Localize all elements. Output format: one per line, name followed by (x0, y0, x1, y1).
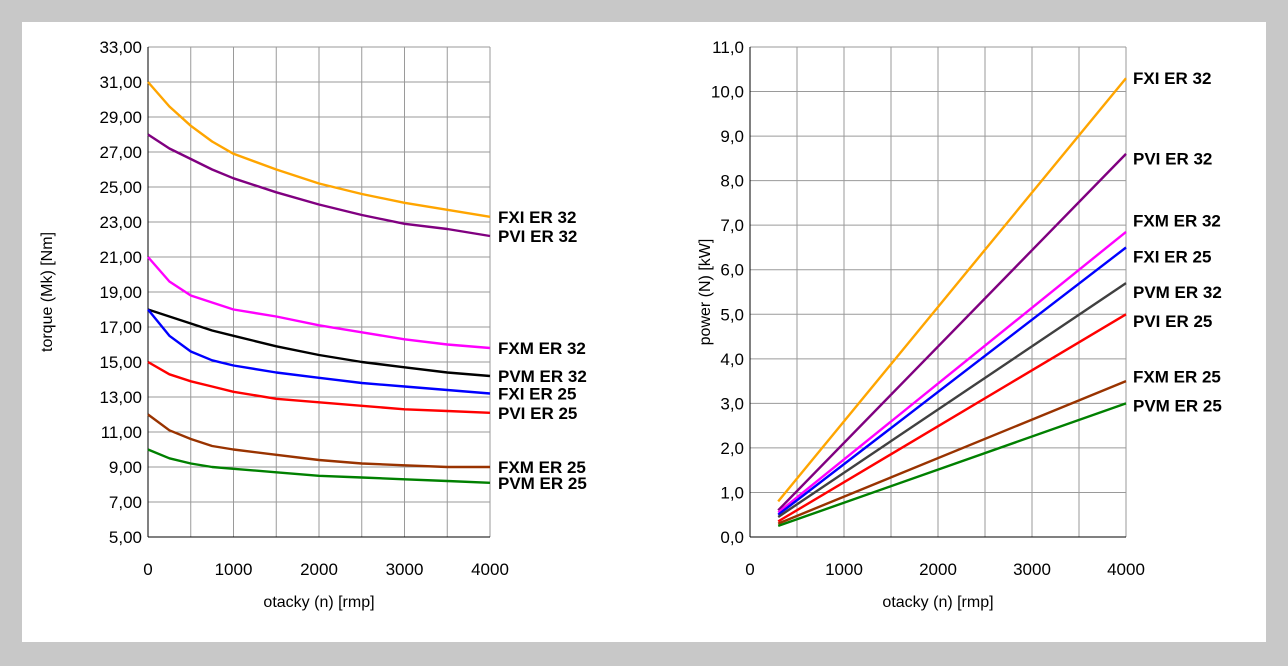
series-label: PVM ER 25 (498, 474, 587, 493)
y-axis-title: power (N) [kW] (697, 239, 714, 346)
y-tick-label: 9,00 (109, 458, 142, 477)
series-label: FXI ER 25 (498, 385, 576, 404)
series-label: PVI ER 25 (1133, 312, 1212, 331)
gridlines (147, 46, 491, 538)
y-tick-label: 29,00 (99, 108, 142, 127)
x-tick-label: 2000 (300, 560, 338, 579)
series-line (777, 313, 1127, 523)
series-label: FXI ER 25 (1133, 247, 1211, 266)
series-line (777, 153, 1127, 512)
series-label: PVI ER 32 (498, 227, 577, 246)
y-tick-label: 0,0 (720, 528, 744, 547)
series-line (777, 77, 1127, 503)
series-group: FXI ER 32 PVI ER 32 FXM ER 32 FXI ER 25 PVM … (777, 69, 1222, 528)
x-axis-title: otacky (n) [rmp] (882, 594, 993, 611)
series-label: FXI ER 32 (498, 208, 576, 227)
y-tick-label: 17,00 (99, 318, 142, 337)
y-tick-label: 5,0 (720, 305, 744, 324)
x-tick-label: 3000 (386, 560, 424, 579)
y-tick-label: 5,00 (109, 528, 142, 547)
series-label: PVM ER 32 (498, 367, 587, 386)
series-label: FXM ER 25 (1133, 368, 1221, 387)
x-tick-label: 2000 (919, 560, 957, 579)
series-line (777, 402, 1127, 528)
x-tick-label: 0 (143, 560, 152, 579)
power-chart: 0,0 1,0 2,0 3,0 4,0 5,0 6,0 7,0 8,0 9,0 10,0 11,0 0 1… (697, 38, 1222, 611)
y-tick-label: 10,0 (711, 83, 744, 102)
y-tick-label: 13,00 (99, 388, 142, 407)
series-line (777, 246, 1127, 516)
x-tick-label: 1000 (215, 560, 253, 579)
series-label: FXM ER 32 (1133, 212, 1221, 231)
y-tick-label: 19,00 (99, 283, 142, 302)
series-label: FXM ER 25 (498, 458, 586, 477)
y-tick-label: 15,00 (99, 353, 142, 372)
series-line (147, 81, 491, 218)
y-tick-label: 2,0 (720, 439, 744, 458)
x-tick-label: 1000 (825, 560, 863, 579)
series-label: PVI ER 32 (1133, 149, 1212, 168)
series-line (147, 448, 491, 484)
y-tick-label: 7,00 (109, 493, 142, 512)
x-axis-title: otacky (n) [rmp] (263, 594, 374, 611)
series-line (777, 282, 1127, 518)
y-axis-title: torque (Mk) [Nm] (39, 232, 56, 352)
y-tick-label: 11,00 (101, 423, 142, 442)
series-line (147, 308, 491, 378)
y-tick-label: 23,00 (99, 213, 142, 232)
series-line (777, 230, 1127, 514)
y-tick-label: 21,00 (99, 248, 142, 267)
y-tick-label: 11,0 (712, 38, 744, 57)
series-label: PVM ER 25 (1133, 397, 1222, 416)
y-tick-label: 6,0 (720, 261, 744, 280)
series-line (147, 413, 490, 469)
y-tick-label: 4,0 (720, 350, 744, 369)
series-line (147, 133, 491, 238)
y-tick-label: 27,00 (99, 143, 142, 162)
y-tick-label: 9,0 (720, 127, 744, 146)
series-label: PVI ER 25 (498, 404, 577, 423)
y-tick-label: 8,0 (720, 172, 744, 191)
x-tick-label: 3000 (1013, 560, 1051, 579)
series-line (147, 308, 491, 395)
series-line (147, 256, 491, 350)
series-line (147, 360, 491, 414)
chart-panel: 5,00 7,00 9,00 11,00 13,00 15,00 17,00 19,00 21,… (22, 22, 1266, 642)
x-tick-label: 0 (745, 560, 754, 579)
y-tick-label: 7,0 (720, 216, 744, 235)
torque-chart: 5,00 7,00 9,00 11,00 13,00 15,00 17,00 19,00 21,… (39, 38, 587, 611)
y-tick-label: 25,00 (99, 178, 142, 197)
series-line (777, 379, 1127, 525)
series-label: FXM ER 32 (498, 339, 586, 358)
x-tick-label: 4000 (1107, 560, 1145, 579)
y-tick-label: 3,0 (720, 394, 744, 413)
series-label: FXI ER 32 (1133, 69, 1211, 88)
series-label: PVM ER 32 (1133, 283, 1222, 302)
x-tick-label: 4000 (471, 560, 509, 579)
y-tick-label: 31,00 (99, 73, 142, 92)
y-tick-label: 33,00 (99, 38, 142, 57)
y-tick-label: 1,0 (720, 483, 744, 502)
